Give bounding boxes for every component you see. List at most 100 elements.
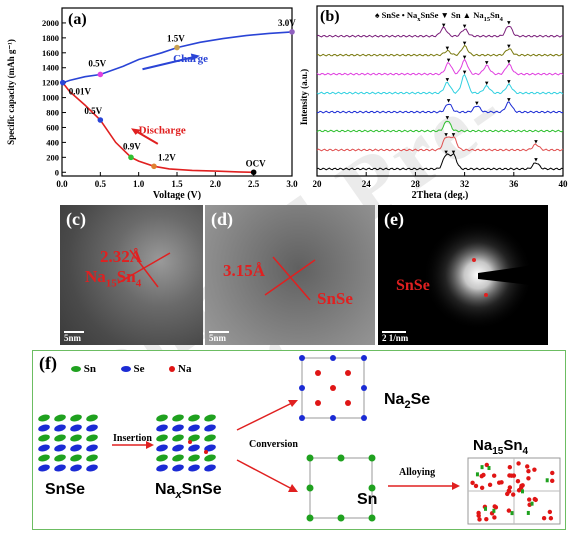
sn-atom: [368, 454, 376, 462]
conversion-arrow-up: [236, 401, 295, 431]
na-atom: [484, 516, 489, 522]
y-tick-label-a: 800: [46, 108, 59, 118]
na-atom: [515, 478, 521, 484]
mechanism-schematic: (f) Sn Se Na SnSe NaxSnSe Insertion Conv…: [32, 350, 566, 530]
saed-image-e: (e) SnSe 2 1/nm: [378, 205, 548, 345]
se-atom: [330, 355, 336, 361]
na-atom: [492, 515, 497, 520]
legend-text-b: Na: [473, 10, 484, 20]
na-atom: [507, 485, 513, 490]
xrd-pattern: [317, 152, 564, 171]
panel-label-f: (f): [39, 353, 57, 373]
na-atom: [484, 462, 490, 468]
peak-marker: ▼: [462, 41, 468, 47]
legend-text-b: SnSe ▼: [420, 10, 451, 20]
data-point: [97, 71, 104, 78]
se-atom: [70, 464, 82, 472]
data-point: [250, 169, 257, 176]
conversion-arrow-up-head: [288, 400, 298, 407]
point-label: 0.5V: [84, 106, 102, 116]
x-axis-label-b: 2Theta (deg.): [412, 190, 469, 200]
na-atom: [526, 476, 531, 481]
y-tick-label-a: 200: [46, 152, 59, 162]
sn-atom: [368, 484, 376, 492]
se-atom: [38, 444, 50, 452]
sn-atom: [156, 454, 168, 462]
sn-atom: [526, 510, 530, 515]
conversion-arrow-down-head: [288, 484, 298, 492]
peak-marker: ▼: [446, 58, 452, 64]
na-atom: [479, 485, 485, 490]
na-atom: [506, 508, 512, 513]
na-atom: [204, 450, 208, 454]
se-atom: [54, 464, 66, 472]
sn-label: Sn: [357, 491, 378, 508]
na15sn4-label: Na15Sn4: [473, 437, 529, 457]
sn-atom: [70, 414, 82, 422]
se-atom: [86, 464, 98, 472]
legend-text-b: ♠: [375, 10, 382, 20]
sn-atom: [54, 434, 66, 442]
y-tick-label-a: 600: [46, 122, 59, 132]
legend-text-b: x: [417, 16, 421, 23]
point-label: 3.0V: [278, 18, 296, 28]
na-atom: [345, 370, 351, 376]
x-tick-label-a: 1.5: [171, 179, 183, 189]
schematic-drawing: [38, 355, 561, 525]
sn-atom: [368, 514, 376, 522]
se-atom: [86, 424, 98, 432]
beam-stop: [478, 263, 548, 287]
scale-text-e: 2 1/nm: [382, 333, 409, 343]
na-atom: [477, 517, 482, 522]
na-atom: [492, 504, 497, 509]
sn-atom: [480, 465, 484, 470]
x-axis-label-a: Voltage (V): [153, 190, 201, 200]
peak-marker: ▼: [444, 78, 450, 84]
na-atom: [487, 482, 493, 488]
na-atom: [550, 470, 555, 476]
na-atom: [470, 480, 475, 486]
insertion-arrow-head: [146, 441, 154, 449]
se-atom: [299, 385, 305, 391]
se-atom: [188, 464, 200, 472]
sn-atom: [54, 414, 66, 422]
phase-label-e: SnSe: [396, 277, 430, 294]
tem-image-c: (c) 2.32Å Na15Sn4 5nm: [60, 205, 203, 345]
panel-label-a: (a): [68, 11, 87, 28]
x-tick-label-a: 0.5: [95, 179, 107, 189]
na-atom: [532, 496, 537, 502]
se-atom: [70, 424, 82, 432]
point-label: 0.9V: [123, 141, 141, 151]
point-label: OCV: [246, 158, 267, 168]
se-atom: [188, 444, 200, 452]
peak-marker: ▼: [443, 132, 449, 138]
d-spacing-c: 2.32Å: [100, 247, 143, 266]
y-tick-label-a: 1000: [42, 93, 59, 103]
legend-text-b: Sn: [490, 10, 500, 20]
x-tick-label-b: 32: [460, 179, 470, 189]
scale-bar-e: [382, 331, 406, 333]
legend-text-b: 15: [484, 16, 491, 23]
na-atom: [481, 472, 486, 478]
peak-marker: ▼: [474, 101, 480, 107]
se-atom: [361, 355, 367, 361]
sn-atom: [70, 454, 82, 462]
diffraction-spot: [484, 293, 488, 297]
sn-atom: [487, 466, 491, 471]
sn-atom: [70, 434, 82, 442]
na-atom: [476, 513, 481, 518]
sn-atom: [530, 501, 534, 506]
na-atom: [550, 478, 555, 484]
lattice-line-d-2: [272, 256, 311, 301]
se-atom: [86, 444, 98, 452]
na-atom: [548, 516, 554, 521]
sn-atom: [337, 514, 345, 522]
x-tick-label-b: 28: [411, 179, 421, 189]
y-tick-label-a: 1400: [42, 63, 59, 73]
x-tick-label-b: 40: [559, 179, 569, 189]
peak-marker: ▼: [451, 150, 457, 156]
na-atom: [188, 440, 192, 444]
xrd-pattern: [316, 73, 564, 95]
se-atom: [361, 385, 367, 391]
data-point: [151, 163, 157, 170]
